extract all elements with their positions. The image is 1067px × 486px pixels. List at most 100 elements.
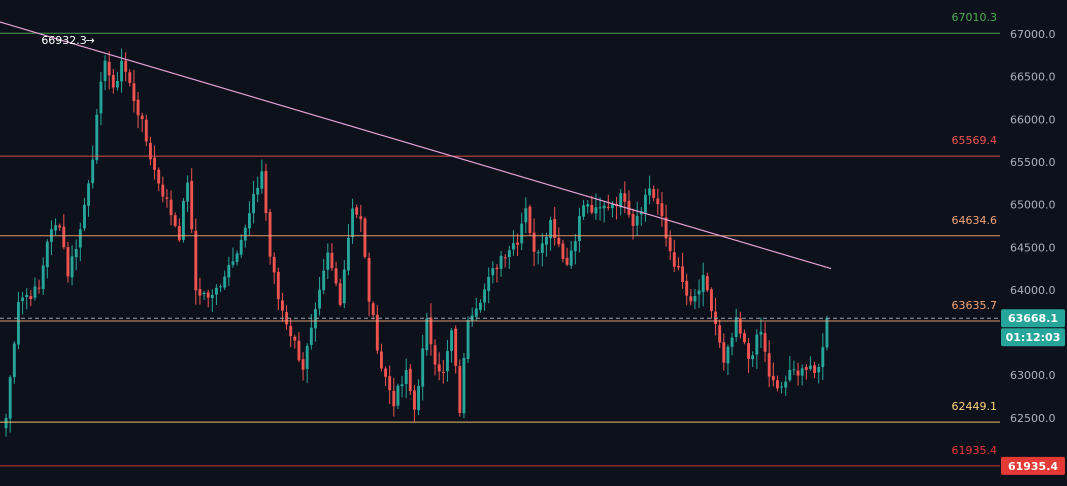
candle-body [722, 342, 726, 363]
candle-body [590, 204, 594, 213]
candle-body [95, 114, 99, 161]
candle-body [780, 386, 784, 388]
candle-body [784, 381, 788, 388]
candle-body [549, 219, 553, 239]
candle-body [742, 333, 746, 343]
countdown-tag-value: 01:12:03 [1006, 331, 1061, 344]
candle-body [128, 72, 132, 83]
candle-body [359, 216, 363, 220]
candle-body [796, 370, 800, 376]
candle-body [322, 270, 326, 291]
candle-body [561, 243, 565, 259]
candle-body [557, 237, 561, 245]
candle-body [272, 256, 276, 273]
candle-body [808, 365, 812, 369]
candle-body [8, 377, 12, 419]
candle-body [478, 302, 482, 310]
candle-body [25, 294, 29, 298]
candle-body [693, 295, 697, 302]
candle-body [771, 375, 775, 381]
candle-body [161, 184, 165, 197]
candle-body [12, 343, 16, 378]
candle-body [610, 204, 614, 209]
candle-body [606, 206, 610, 208]
candle-body [520, 223, 524, 244]
candle-body [718, 325, 722, 343]
candle-body [800, 368, 804, 376]
candle-body [58, 225, 62, 228]
level-label: 64634.6 [952, 214, 998, 227]
candle-body [516, 242, 520, 245]
candle-body [775, 380, 779, 389]
candle-body [681, 266, 685, 283]
candle-body [268, 211, 272, 257]
candle-body [705, 276, 709, 291]
candle-body [425, 318, 429, 351]
trend-line [0, 21, 832, 270]
candle-body [103, 60, 107, 81]
candle-body [392, 390, 396, 407]
candle-body [697, 290, 701, 295]
candle-body [256, 187, 260, 195]
candle-body [301, 359, 305, 370]
candle-body [41, 265, 45, 290]
price-tag-bg [1001, 309, 1065, 328]
candle-body [375, 314, 379, 351]
candle-body [404, 370, 408, 384]
candle-body [738, 318, 742, 334]
y-tick-label: 64500.0 [1010, 241, 1056, 254]
candle-body [445, 351, 449, 372]
candle-body [660, 203, 664, 217]
candle-body [132, 83, 136, 102]
candle-body [260, 171, 264, 189]
candle-body [668, 237, 672, 252]
candle-body [264, 170, 268, 214]
bottom-tag-bg [1001, 456, 1065, 475]
candle-body [441, 372, 445, 374]
candle-body [186, 182, 190, 202]
candle-body [495, 267, 499, 270]
candle-body [462, 357, 466, 414]
candle-body [239, 239, 243, 255]
levels-layer: 67010.3 65569.4 64634.6 63635.7 62449.1 61935… [0, 11, 1000, 467]
candle-body [676, 265, 680, 268]
candle-body [280, 300, 284, 311]
candle-body [821, 347, 825, 368]
candle-body [21, 297, 25, 302]
candle-body [400, 384, 404, 387]
candle-body [507, 250, 511, 258]
y-tick-label: 67000.0 [1010, 28, 1056, 41]
y-tick-label: 64000.0 [1010, 284, 1056, 297]
candle-body [231, 261, 235, 265]
candle-body [540, 243, 544, 253]
level-label: 62449.1 [952, 400, 998, 413]
candle-body [747, 343, 751, 359]
candle-body [153, 157, 157, 170]
candle-body [4, 417, 8, 429]
candle-body [355, 207, 359, 215]
candle-body [429, 317, 433, 345]
candle-body [582, 205, 586, 217]
candle-body [788, 369, 792, 381]
level-label: 61935.4 [952, 444, 998, 457]
candle-body [544, 237, 548, 245]
candle-body [412, 390, 416, 410]
candle-body [177, 225, 181, 241]
candle-body [285, 312, 289, 325]
candle-body [623, 193, 627, 202]
candle-body [631, 213, 635, 226]
candle-body [210, 294, 214, 299]
candle-body [635, 215, 639, 226]
candle-body [817, 367, 821, 373]
candle-body [421, 348, 425, 387]
candle-body [338, 283, 342, 305]
candle-body [577, 216, 581, 241]
candle-body [689, 296, 693, 302]
candle-body [528, 206, 532, 233]
candle-body [367, 257, 371, 302]
candle-body [37, 287, 41, 289]
candle-body [536, 252, 540, 254]
candle-body [487, 276, 491, 291]
candle-body [396, 385, 400, 406]
